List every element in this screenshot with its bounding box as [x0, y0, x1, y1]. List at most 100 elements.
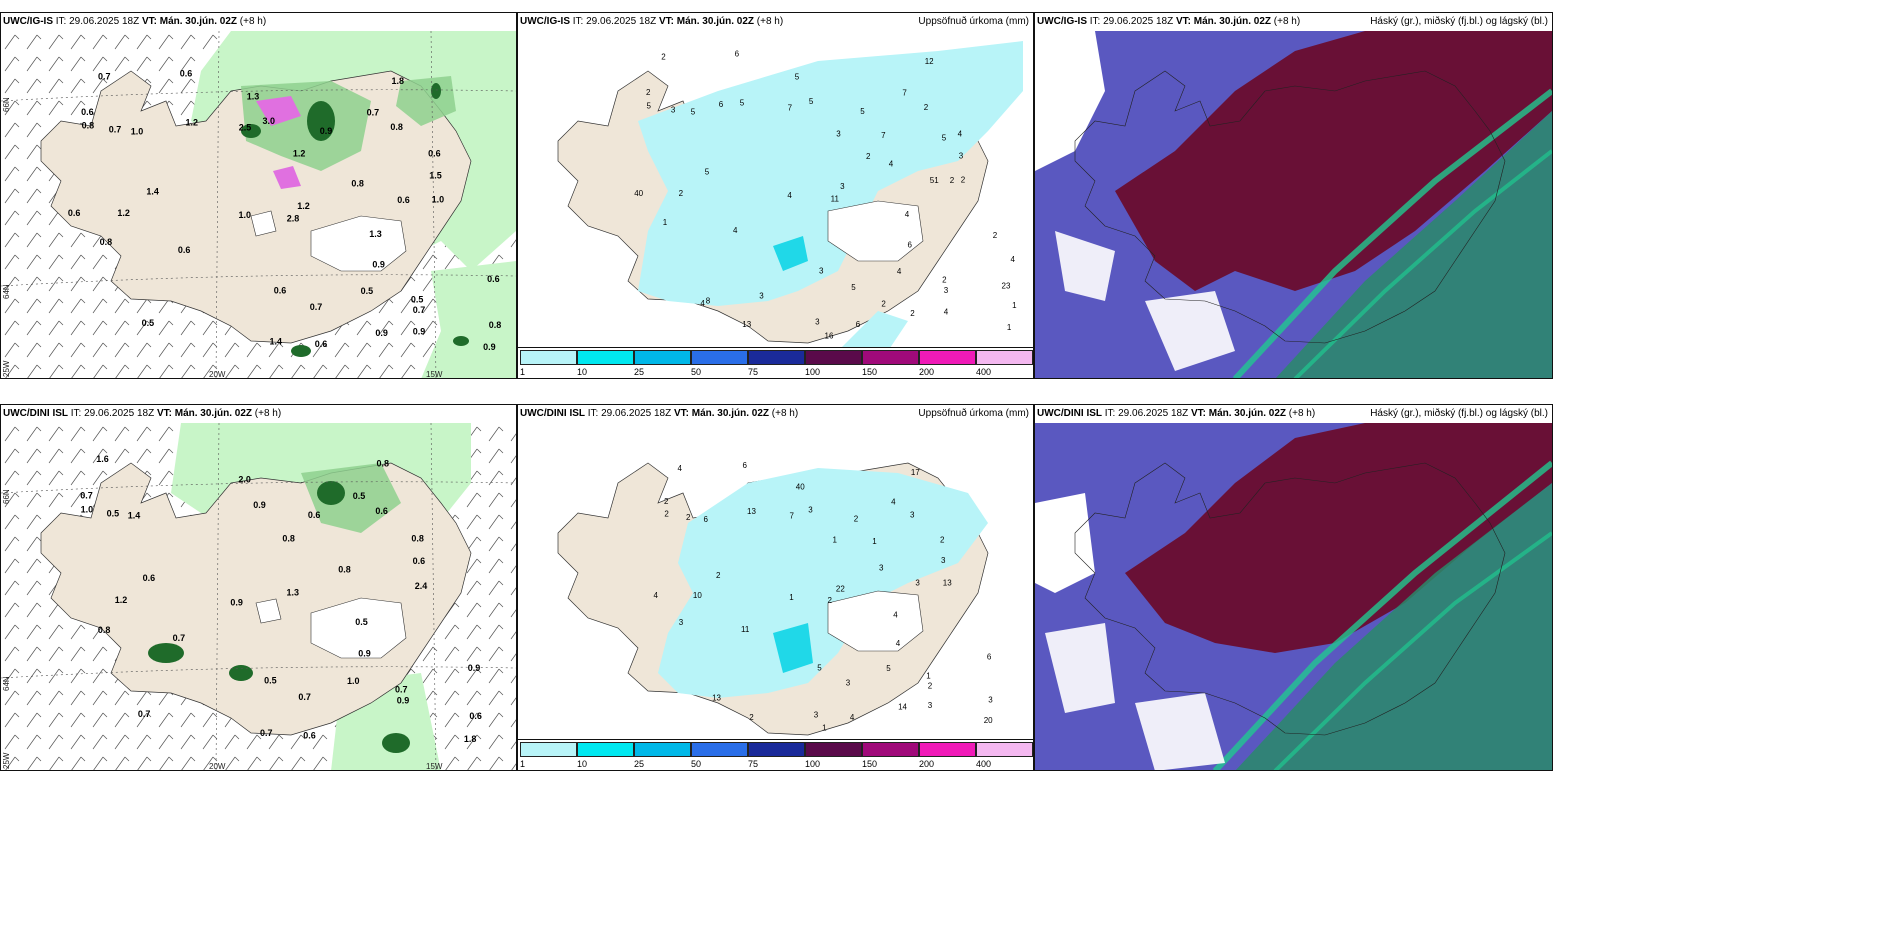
- value-label: 0.5: [355, 617, 368, 627]
- value-label: 6: [908, 241, 913, 250]
- accum-precip-map: 3324356751254312445653443521354212247652…: [557, 41, 1023, 351]
- precip-core-dark-4: [291, 345, 311, 357]
- value-label: 5: [886, 664, 891, 673]
- value-label: 0.8: [282, 533, 295, 543]
- value-label: 1.4: [146, 187, 159, 197]
- legend-swatch: [577, 742, 634, 757]
- panel-field-label: Uppsöfnuð úrkoma (mm): [918, 16, 1029, 27]
- value-label: 5: [817, 663, 822, 672]
- value-label: 0.6: [143, 573, 156, 583]
- value-label: 0.6: [180, 69, 193, 79]
- iceland-land: [40, 70, 472, 344]
- precip-wind-map: 66N 64N 25W 20W 15W 0.80.90.70.80.70.90.…: [1, 423, 516, 770]
- value-label: 1.2: [115, 595, 128, 605]
- value-label: 0.8: [411, 533, 424, 543]
- value-label: 3: [815, 317, 820, 326]
- value-label: 0.5: [361, 286, 374, 296]
- value-label: 3: [814, 711, 819, 720]
- value-label: 4: [654, 591, 659, 600]
- accum-area-east: [838, 311, 908, 351]
- value-label: 3: [910, 511, 915, 520]
- value-label: 2: [924, 103, 929, 112]
- accum-area-light: [658, 468, 988, 698]
- legend-tick-label: 25: [634, 367, 645, 377]
- value-label: 13: [742, 320, 751, 329]
- cloud-low-layer: [1275, 111, 1552, 378]
- value-label: 0.6: [178, 245, 191, 255]
- init-time: IT: 29.06.2025 18Z: [587, 408, 672, 419]
- legend-tick-label: 75: [748, 759, 759, 769]
- value-label: 1.2: [297, 201, 310, 211]
- panel-dini-precip: UWC/DINI ISL IT: 29.06.2025 18Z VT: Mán.…: [0, 404, 517, 771]
- precip-values: 1.2 0.7 0.6 0.6 1.4 3.0 0.6 0.7 1.4 0.8 0.5 0.9 1.3 0…: [68, 69, 501, 353]
- value-label: 4: [700, 299, 705, 308]
- value-label: 0.6: [274, 286, 287, 296]
- value-label: 6: [719, 100, 724, 109]
- value-label: 0.9: [483, 342, 496, 352]
- value-label: 1.0: [347, 676, 360, 686]
- value-label: 3: [671, 105, 676, 114]
- value-label: 4: [896, 639, 901, 648]
- legend-tick-label: 400: [976, 759, 992, 769]
- valid-time: Mán. 30.jún. 02Z: [691, 408, 769, 419]
- value-label: 0.6: [413, 556, 426, 566]
- value-label: 4: [1011, 255, 1016, 264]
- panel-field-label: Uppsöfnuð úrkoma (mm): [918, 408, 1029, 419]
- value-label: 0.6: [487, 274, 500, 284]
- init-time: IT: 29.06.2025 18Z: [55, 16, 140, 27]
- value-label: 1: [926, 672, 931, 681]
- accum-area-teal: [773, 623, 813, 673]
- valid-label: VT:: [156, 408, 172, 419]
- value-label: 1.0: [239, 210, 252, 220]
- value-label: 1.6: [96, 454, 109, 464]
- model-name: UWC/DINI ISL: [1037, 408, 1102, 419]
- value-label: 13: [712, 694, 721, 703]
- cloud-low-band: [1212, 460, 1552, 770]
- value-label: 2: [716, 571, 721, 580]
- model-name: UWC/IG-IS: [1037, 16, 1087, 27]
- clear-sky-south-2: [1145, 291, 1235, 371]
- valid-time: Mán. 30.jún. 02Z: [1208, 408, 1286, 419]
- value-label: 1.0: [432, 195, 445, 205]
- value-label: 0.5: [142, 318, 155, 328]
- value-label: 1.3: [247, 91, 260, 101]
- legend-tick-label: 1: [520, 367, 526, 377]
- value-label: 1.2: [293, 148, 306, 158]
- value-label: 7: [790, 512, 795, 521]
- value-label: 0.7: [173, 633, 186, 643]
- coastline: [1074, 462, 1506, 736]
- value-label: 2: [661, 53, 666, 62]
- glacier-langjokull: [250, 210, 277, 237]
- cloud-high-layer: [1115, 31, 1552, 291]
- value-label: 5: [691, 107, 696, 116]
- value-label: 3: [988, 695, 993, 704]
- lead-time: (+8 h): [771, 408, 799, 419]
- value-label: 5: [942, 134, 947, 143]
- legend-swatch: [691, 742, 748, 757]
- value-label: 0.7: [395, 684, 408, 694]
- value-label: 4: [944, 307, 949, 316]
- value-label: 4: [787, 191, 792, 200]
- value-label: 0.7: [109, 124, 122, 134]
- value-label: 0.9: [375, 328, 388, 338]
- glacier-vatnajokull: [310, 597, 407, 659]
- value-label: 6: [743, 461, 748, 470]
- legend-tick-label: 150: [862, 759, 878, 769]
- value-label: 0.8: [82, 121, 95, 131]
- clear-sky-south-2: [1135, 693, 1225, 770]
- glacier-vatnajokull: [310, 215, 407, 272]
- lon-label-25: 25W: [2, 360, 11, 377]
- legend-swatch: [634, 350, 691, 365]
- legend-swatch: [520, 350, 577, 365]
- init-time: IT: 29.06.2025 18Z: [572, 16, 657, 27]
- value-label: 0.7: [298, 692, 311, 702]
- value-label: 5: [705, 168, 710, 177]
- value-label: 0.6: [375, 506, 388, 516]
- accum-area-light: [638, 41, 1023, 306]
- value-label: 2: [910, 309, 915, 318]
- value-label: 1.2: [186, 118, 199, 128]
- value-label: 7: [902, 88, 907, 97]
- value-label: 51: [930, 176, 939, 185]
- value-label: 7: [788, 104, 793, 113]
- value-label: 5: [809, 97, 814, 106]
